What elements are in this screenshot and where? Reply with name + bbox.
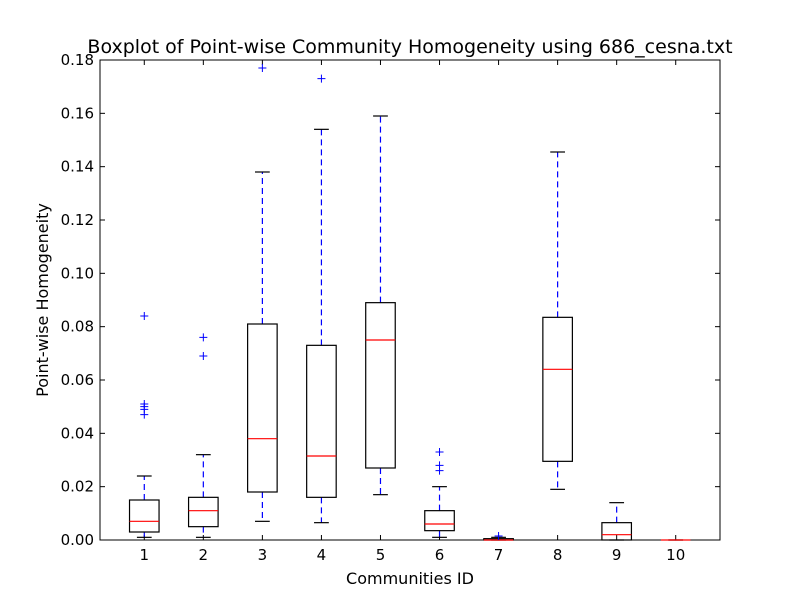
outlier-marker (317, 74, 326, 83)
box (424, 510, 455, 532)
box (542, 316, 573, 462)
outlier-marker (199, 333, 208, 342)
y-tick-label: 0.08 (61, 318, 94, 336)
x-tick-label: 4 (317, 546, 327, 564)
x-tick-label: 2 (199, 546, 209, 564)
x-tick-label: 1 (140, 546, 150, 564)
x-tick-label: 8 (553, 546, 563, 564)
outlier-marker (494, 532, 503, 540)
box (306, 344, 337, 498)
y-tick-label: 0.10 (61, 264, 94, 282)
y-tick-label: 0.06 (61, 371, 94, 389)
x-tick-label: 6 (435, 546, 445, 564)
box (247, 323, 278, 493)
plot-frame (99, 59, 721, 541)
y-axis-label: Point-wise Homogeneity (33, 203, 52, 397)
outlier-marker (140, 400, 149, 408)
y-tick-label: 0.00 (61, 531, 94, 549)
x-tick-label: 10 (666, 546, 685, 564)
x-tick-label: 9 (612, 546, 622, 564)
outlier-marker (140, 312, 149, 320)
x-tick-label: 3 (258, 546, 268, 564)
chart-title: Boxplot of Point-wise Community Homogene… (87, 36, 732, 58)
outlier-marker (435, 448, 444, 456)
box (128, 499, 160, 533)
x-tick-label: 7 (494, 546, 504, 564)
plot-area: 0.00 0.02 0.04 0.06 0.08 0.10 0.12 0.14 0.16 0.18… (61, 51, 721, 564)
outlier-marker (258, 64, 267, 72)
box (601, 522, 633, 541)
y-tick-label: 0.14 (61, 158, 94, 176)
outlier-marker (199, 352, 208, 360)
y-tick-label: 0.18 (61, 51, 94, 69)
box (365, 302, 396, 469)
y-tick-label: 0.16 (61, 104, 94, 122)
y-tick-label: 0.02 (61, 478, 94, 496)
x-tick-label: 5 (376, 546, 386, 564)
outlier-marker (435, 461, 444, 470)
y-tick-label: 0.12 (61, 211, 94, 229)
y-tick-label: 0.04 (61, 424, 94, 442)
box (187, 496, 219, 528)
x-axis-label: Communities ID (346, 569, 474, 588)
